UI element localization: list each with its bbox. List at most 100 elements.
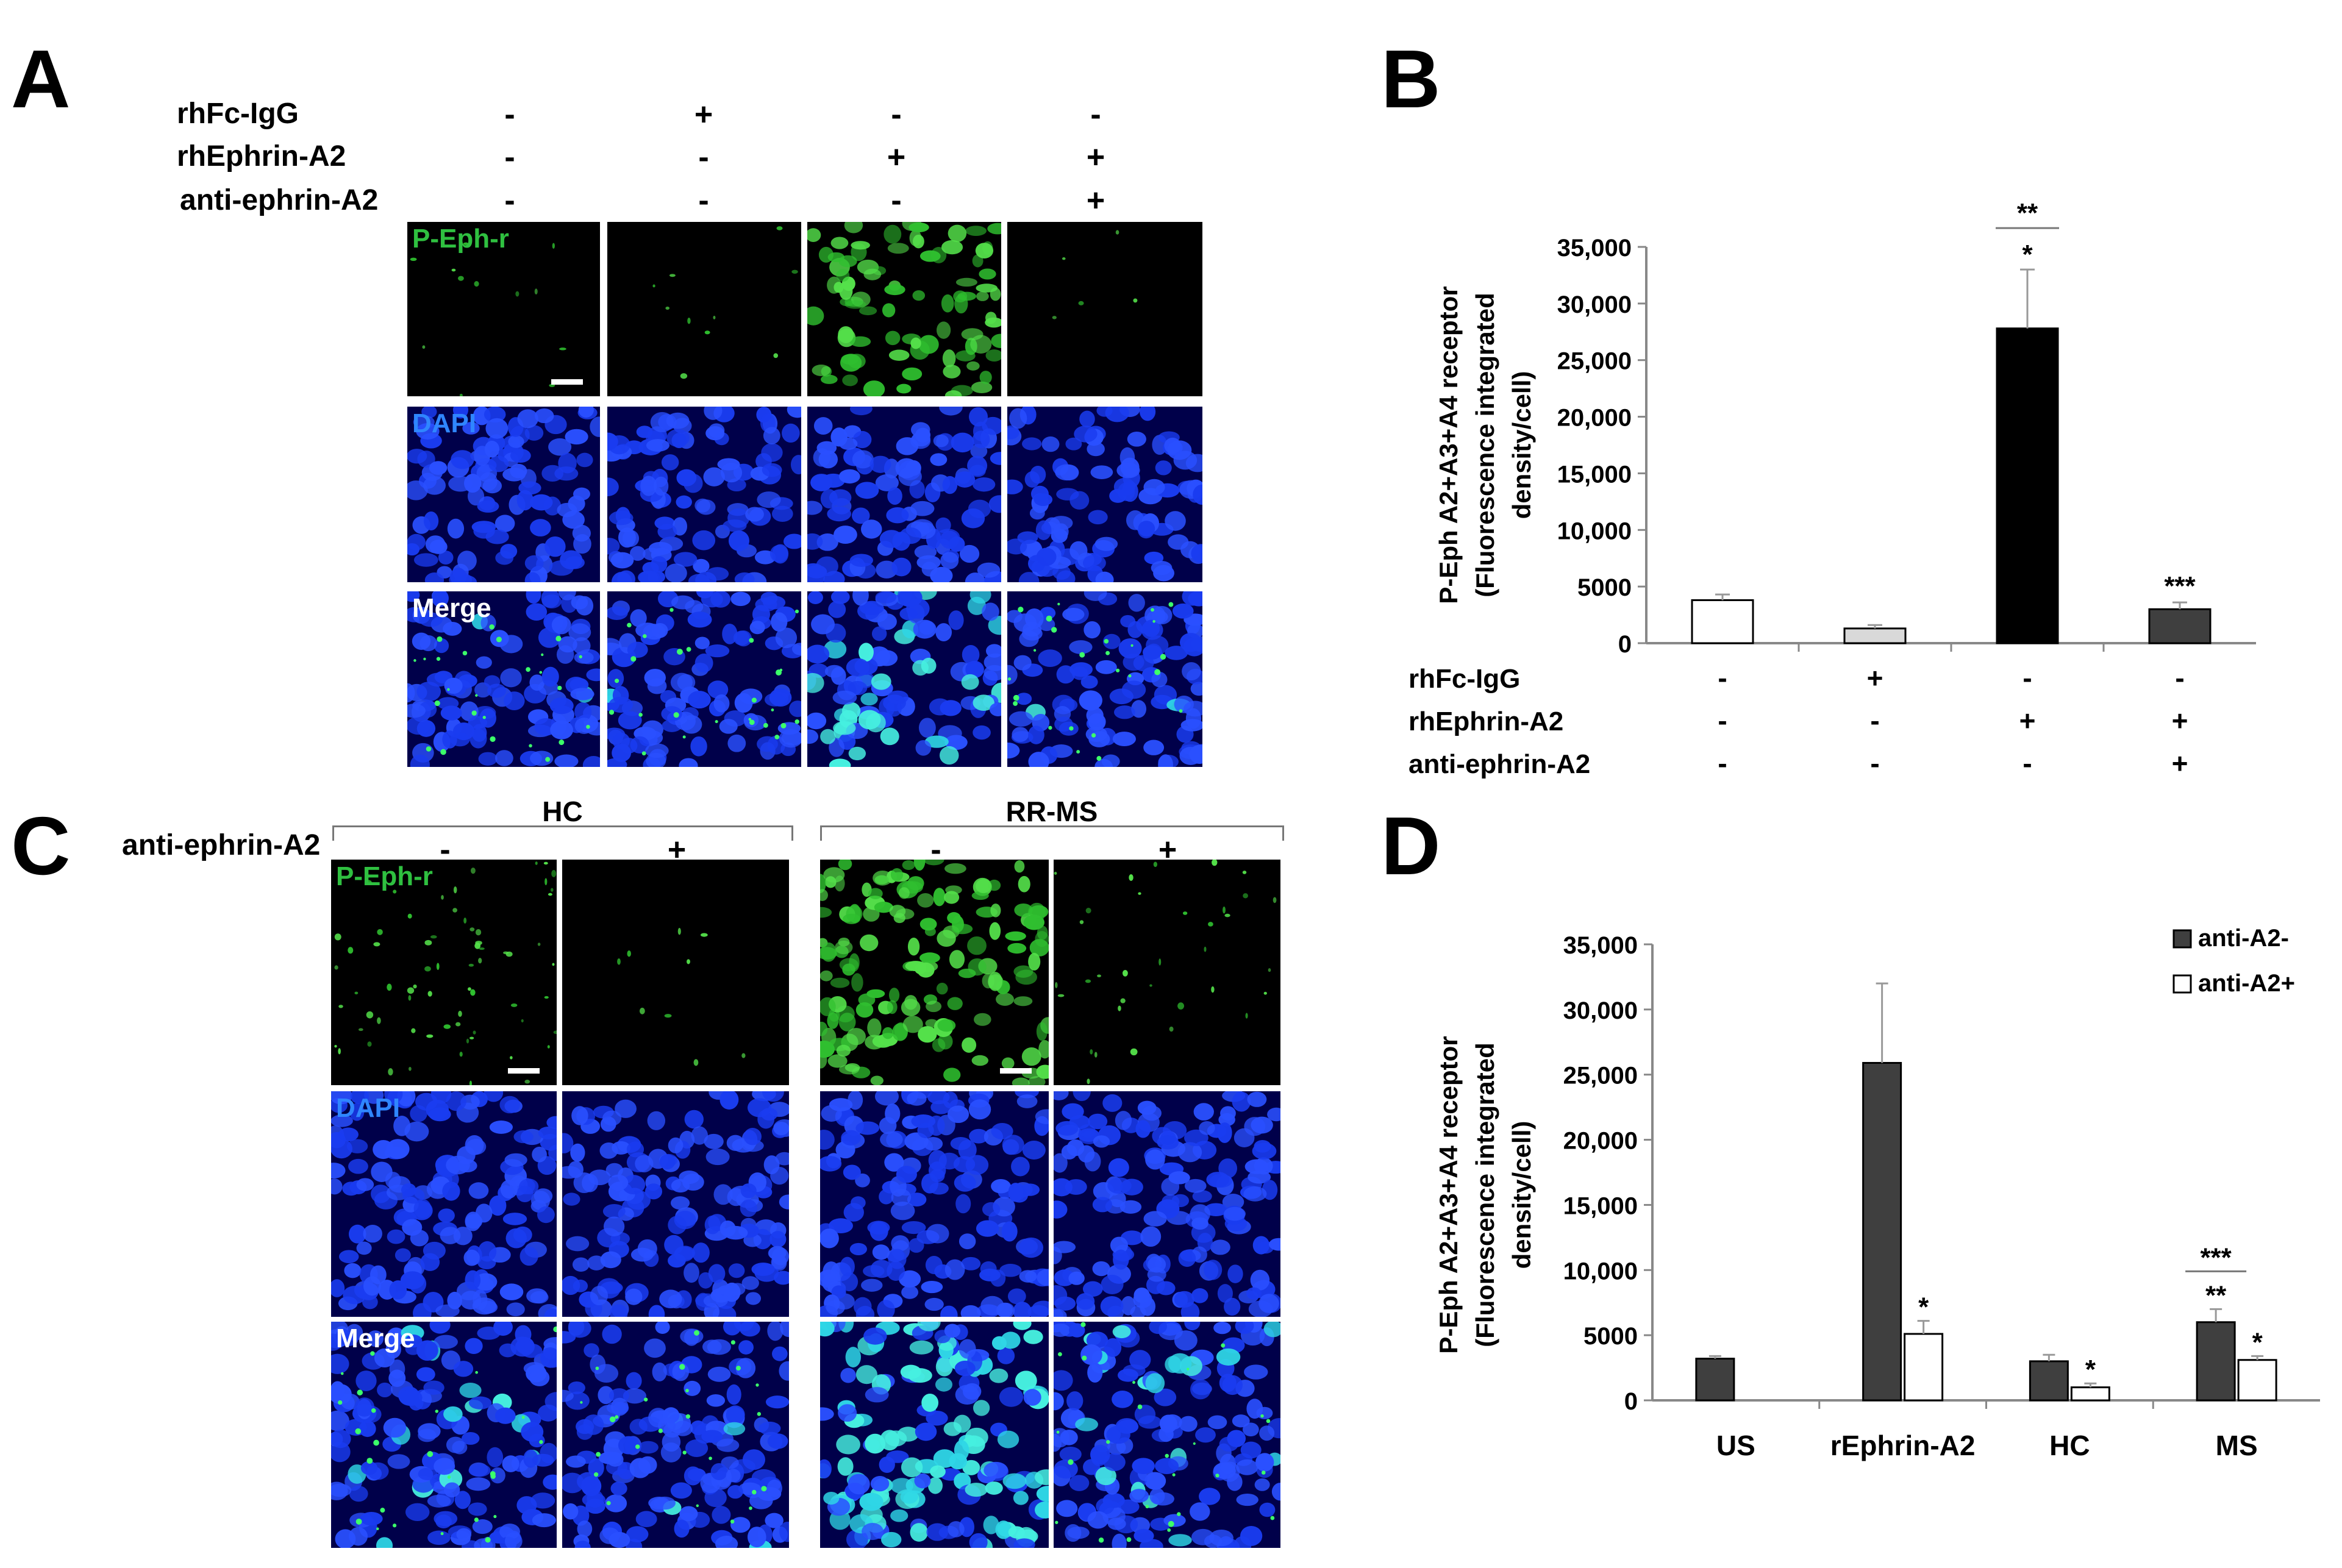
y-tick-label: 30,000 [1557,291,1632,318]
significance-mark: * [2252,1327,2263,1357]
chart-b: 0 5000 10,000 15,000 20,000 25,000 30,000 35,00… [1408,198,2256,779]
micrograph-green: P-Eph-r [407,222,600,396]
panel-letter-b: B [1381,33,1441,125]
y-tick-label: 0 [1624,1388,1638,1415]
significance-mark: *** [2164,571,2196,601]
y-axis-label: density/cell) [1507,1121,1536,1269]
bar [1904,1333,1944,1402]
bar [1695,1358,1735,1402]
y-tick-label: 20,000 [1557,405,1632,432]
condition-sign: + [2172,705,2188,736]
tile-label-merge: Merge [336,1324,415,1353]
group-bracket-rr-ms [820,825,1284,841]
significance-mark: * [2085,1355,2096,1384]
sign: - [504,140,515,175]
sign: + [1086,183,1105,218]
tile-label-green: P-Eph-r [336,861,433,891]
micrograph-merge [607,591,801,767]
micrograph-green [607,222,801,396]
micrograph-merge [820,1322,1049,1548]
micrograph-green [820,860,1049,1085]
micrograph-green: P-Eph-r [331,860,557,1085]
y-axis-label: (Fluorescence integrated [1471,1042,1499,1347]
micrograph-merge [1054,1322,1280,1548]
y-axis-label: (Fluorescence integrated [1471,293,1499,597]
scale-bar [508,1068,540,1074]
condition-sign: - [2175,662,2184,694]
cond-label-anti-ephrin-a2: anti-ephrin-A2 [122,829,321,861]
bar [2070,1386,2110,1402]
condition-label: rhFc-IgG [1408,664,1520,694]
panel-letter-a: A [11,33,71,125]
tile-label-green: P-Eph-r [412,224,509,254]
micrograph-merge: Merge [407,591,600,767]
condition-sign: - [1718,705,1727,736]
y-tick-label: 25,000 [1563,1063,1638,1089]
micrograph-dapi [1054,1091,1280,1317]
micrograph-dapi [562,1091,789,1317]
bar [2237,1359,2277,1402]
x-tick-label: US [1716,1430,1755,1461]
sign: + [887,140,906,175]
micrograph-dapi: DAPI [331,1091,557,1317]
sign: - [698,183,709,218]
micrograph-dapi [807,407,1001,582]
y-tick-label: 15,000 [1557,461,1632,488]
y-tick-label: 10,000 [1563,1258,1638,1285]
bar [2029,1360,2069,1402]
sign: - [891,183,902,218]
group-label-hc: HC [542,796,583,827]
chart-d: 0 5000 10,000 15,000 20,000 25,000 30,000 35,00… [1434,925,2320,1461]
sign: - [440,832,451,868]
y-tick-label: 0 [1618,631,1632,658]
panel-letter-d: D [1381,800,1441,892]
bar [2148,608,2212,644]
micrograph-green [807,222,1001,396]
condition-sign: - [1870,705,1879,736]
significance-mark: ** [2205,1280,2227,1310]
micrograph-merge: Merge [331,1322,557,1548]
cond-label-rhephrin-a2: rhEphrin-A2 [177,140,346,173]
bar [1691,599,1754,644]
scale-bar [1000,1068,1032,1074]
micrograph-dapi [1007,407,1202,582]
micrograph-green [562,860,789,1085]
sign: - [930,832,941,868]
y-tick-label: 35,000 [1563,932,1638,959]
sign: + [1086,140,1105,175]
y-axis-label: P-Eph A2+A3+A4 receptor [1434,1036,1463,1353]
condition-sign: - [2022,662,2032,694]
group-label-rr-ms: RR-MS [1005,796,1098,827]
y-axis-label: density/cell) [1507,371,1536,519]
panel-letter-c: C [11,800,71,892]
condition-sign: + [1867,662,1883,694]
legend-swatch [2172,929,2192,949]
sign: - [891,97,902,132]
x-tick-label: HC [2049,1430,2090,1461]
legend-swatch [2172,974,2192,994]
sign: - [698,140,709,175]
micrograph-dapi [820,1091,1049,1317]
significance-mark: ** [2017,198,2038,228]
condition-label: rhEphrin-A2 [1408,707,1563,736]
cond-label-rhfc-igg: rhFc-IgG [177,98,299,130]
significance-mark: * [1918,1292,1929,1322]
tile-label-merge: Merge [412,593,491,623]
y-tick-label: 25,000 [1557,348,1632,375]
micrograph-dapi: DAPI [407,407,600,582]
tile-label-dapi: DAPI [336,1093,401,1123]
sign: - [1090,97,1101,132]
micrograph-dapi [607,407,801,582]
significance-mark: * [2022,240,2033,269]
micrograph-green [1054,860,1280,1085]
y-tick-label: 35,000 [1557,235,1632,262]
tile-label-dapi: DAPI [412,408,477,438]
y-tick-label: 10,000 [1557,518,1632,544]
group-bracket-hc [332,825,793,841]
significance-mark: *** [2200,1242,2232,1272]
micrograph-merge [562,1322,789,1548]
legend-label: anti-A2- [2198,925,2289,952]
condition-sign: - [1718,662,1727,694]
condition-sign: + [2019,705,2036,736]
x-tick-label: MS [2216,1430,2258,1461]
